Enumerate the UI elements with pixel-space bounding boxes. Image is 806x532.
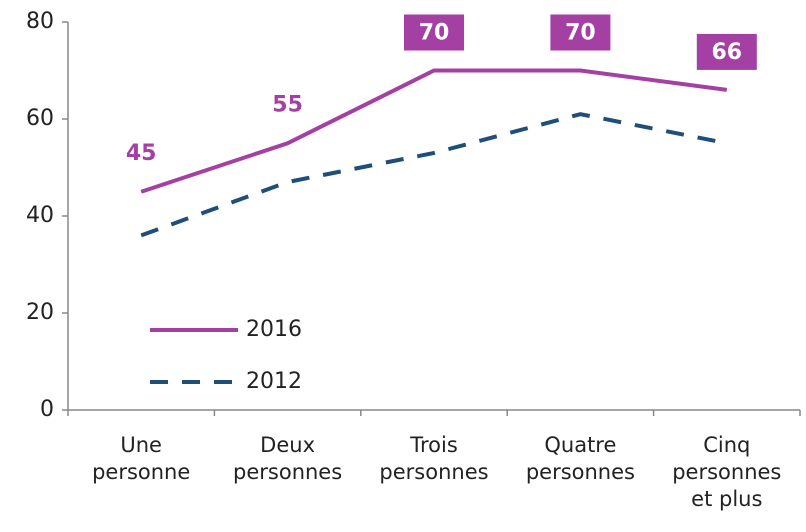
series-line: [140, 112, 728, 238]
legend-label: 2012: [246, 369, 302, 394]
x-tick-label: Deux personnes: [233, 433, 343, 484]
y-tick-label: 60: [26, 106, 54, 131]
x-tick-label: Cinq personnes et plus: [672, 433, 782, 511]
data-label: 45: [126, 141, 157, 166]
data-label-box: [550, 14, 611, 51]
data-label-box: [696, 33, 757, 70]
data-label: 55: [272, 92, 303, 117]
y-tick-label: 40: [26, 203, 54, 228]
data-label: 66: [711, 40, 742, 65]
y-tick-label: 20: [26, 300, 54, 325]
data-label-box: [404, 14, 464, 51]
x-tick-label: Une personne: [92, 433, 191, 484]
x-tick-label: Quatre personnes: [525, 433, 635, 484]
x-tick-label: Trois personnes: [379, 433, 489, 484]
series-line: [140, 68, 728, 194]
data-label: 70: [565, 21, 596, 46]
data-label: 70: [419, 21, 450, 46]
legend-label: 2016: [246, 317, 302, 342]
y-tick-label: 80: [26, 9, 54, 34]
y-tick-label: 0: [40, 397, 54, 422]
